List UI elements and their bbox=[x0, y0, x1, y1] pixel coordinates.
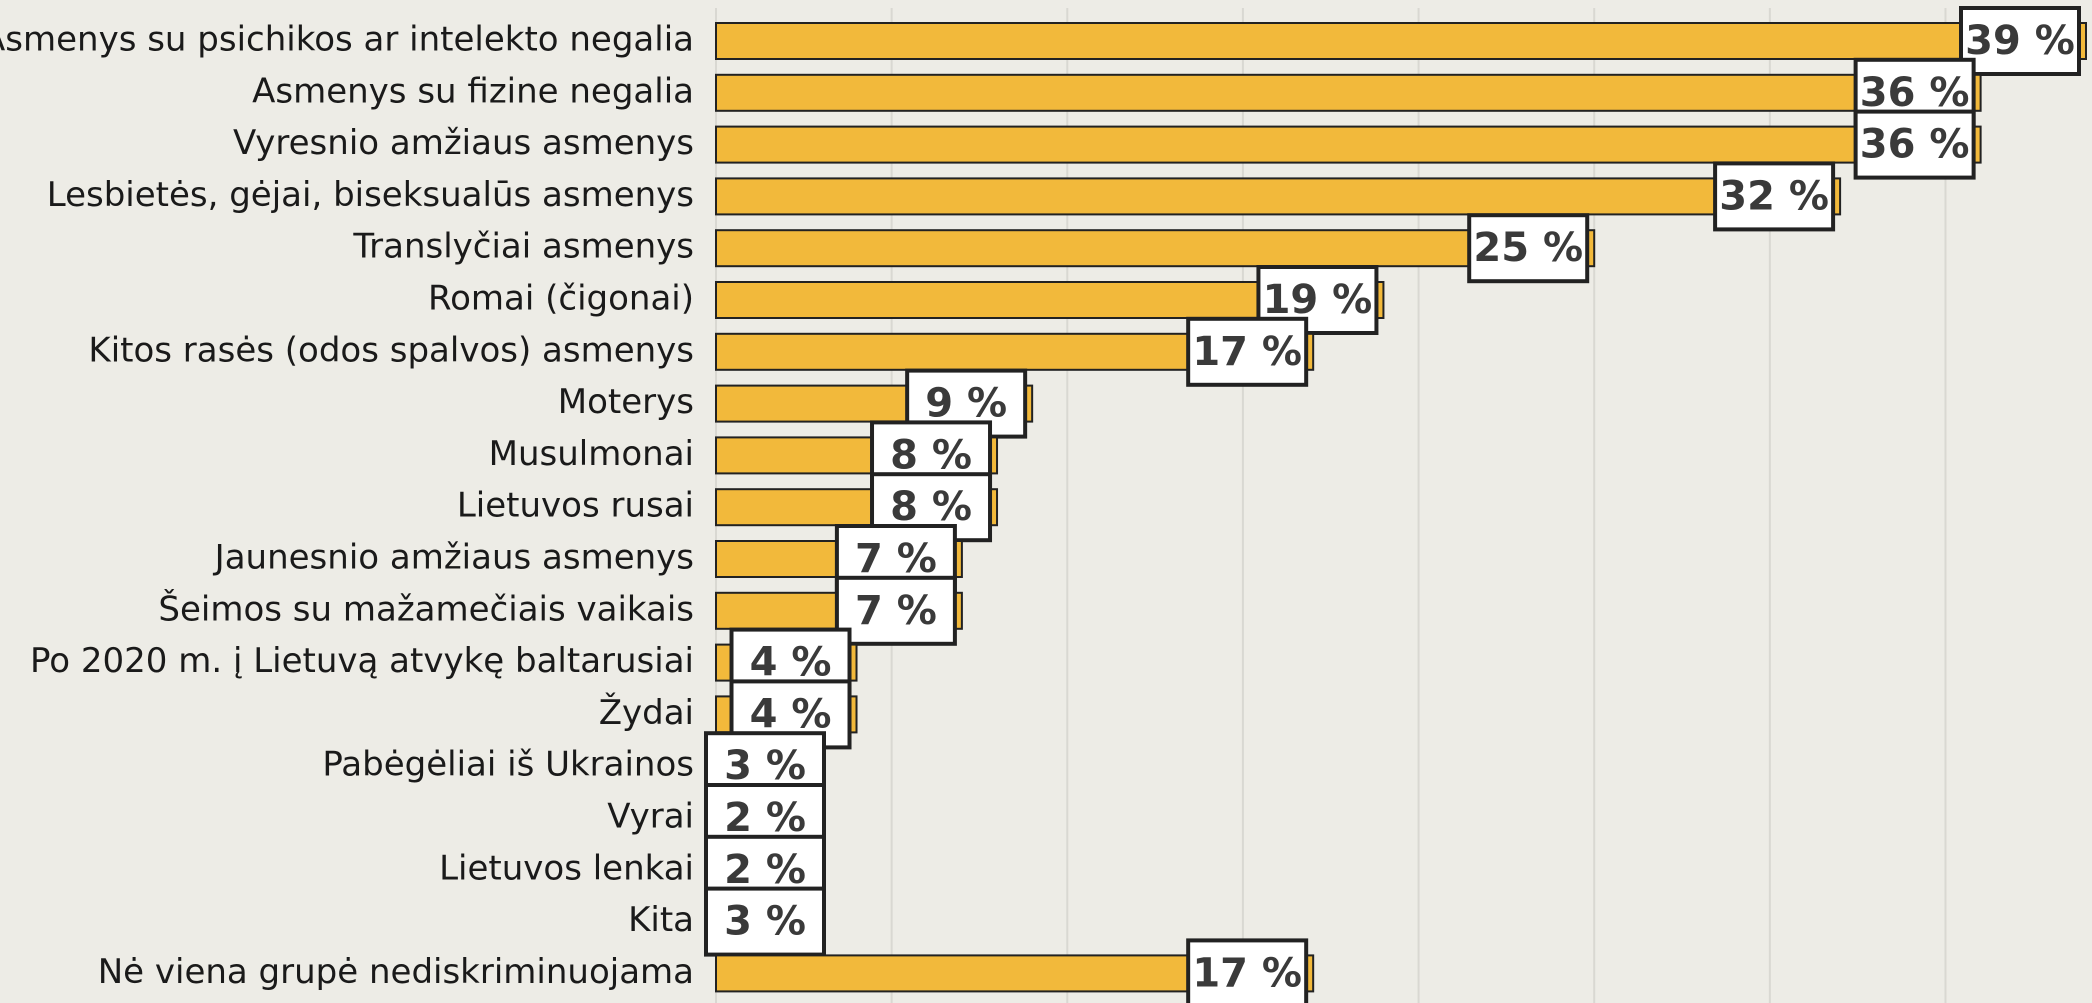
category-label: Pabėgėliai iš Ukrainos bbox=[322, 745, 694, 785]
category-label: Jaunesnio amžiaus asmenys bbox=[213, 538, 694, 578]
bar bbox=[715, 73, 1982, 112]
value-label: 8 % bbox=[890, 484, 972, 530]
category-label: Kitos rasės (odos spalvos) asmenys bbox=[88, 330, 694, 370]
value-label: 2 % bbox=[724, 847, 806, 893]
value-label: 17 % bbox=[1192, 950, 1302, 996]
category-label: Nė viena grupė nediskriminuojama bbox=[98, 952, 694, 992]
category-label: Translyčiai asmenys bbox=[352, 227, 694, 267]
bar bbox=[715, 125, 1982, 164]
value-label: 19 % bbox=[1263, 277, 1373, 323]
value-label-box bbox=[1853, 109, 1976, 180]
value-label: 36 % bbox=[1860, 70, 1970, 116]
value-label-box bbox=[1959, 6, 2081, 76]
category-label: Lietuvos lenkai bbox=[439, 848, 694, 888]
value-label: 3 % bbox=[724, 743, 806, 789]
category-label: Po 2020 m. į Lietuvą atvykę baltarusiai bbox=[30, 641, 694, 681]
category-label: Lietuvos rusai bbox=[457, 486, 694, 526]
category-label: Šeimos su mažamečiais vaikais bbox=[158, 588, 694, 629]
category-label: Vyrai bbox=[607, 797, 694, 837]
value-label-box bbox=[1186, 316, 1309, 387]
value-label: 4 % bbox=[750, 691, 832, 737]
value-label: 25 % bbox=[1473, 225, 1583, 271]
category-label: Musulmonai bbox=[489, 434, 694, 474]
category-label: Moterys bbox=[558, 382, 694, 422]
bar bbox=[715, 177, 1842, 216]
category-label: Asmenys su fizine negalia bbox=[252, 71, 694, 111]
category-label: Lesbietės, gėjai, biseksualūs asmenys bbox=[47, 175, 694, 215]
value-label-box bbox=[834, 575, 957, 646]
value-label-box bbox=[1713, 161, 1836, 232]
value-label: 2 % bbox=[724, 795, 806, 841]
value-label-box bbox=[1186, 938, 1309, 1003]
category-label: Žydai bbox=[599, 692, 694, 733]
category-label: Asmenys su psichikos ar intelekto negali… bbox=[0, 20, 694, 60]
value-label-box bbox=[1467, 213, 1590, 284]
value-label: 9 % bbox=[925, 381, 1007, 427]
value-label: 17 % bbox=[1192, 329, 1302, 375]
value-label: 7 % bbox=[855, 588, 937, 634]
bar bbox=[715, 229, 1596, 268]
bar bbox=[715, 22, 2087, 60]
category-label: Vyresnio amžiaus asmenys bbox=[233, 123, 694, 163]
value-label: 4 % bbox=[750, 640, 832, 686]
value-label: 39 % bbox=[1965, 18, 2075, 64]
category-label: Kita bbox=[628, 900, 694, 940]
value-label: 3 % bbox=[724, 899, 806, 945]
value-label: 36 % bbox=[1860, 122, 1970, 168]
value-label: 7 % bbox=[855, 536, 937, 582]
value-label: 32 % bbox=[1719, 173, 1829, 219]
category-label: Romai (čigonai) bbox=[428, 279, 694, 319]
value-label: 8 % bbox=[890, 432, 972, 478]
